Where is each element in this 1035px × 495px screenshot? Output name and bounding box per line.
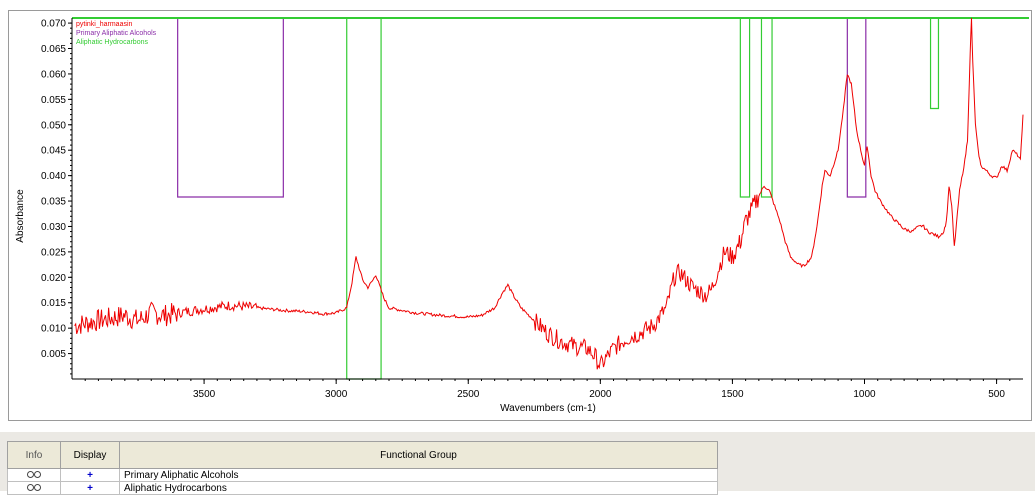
y-tick-label: 0.005 [41, 349, 66, 360]
y-tick-label: 0.070 [41, 19, 66, 30]
y-tick-label: 0.015 [41, 298, 66, 309]
y-tick-label: 0.060 [41, 69, 66, 80]
x-axis-label: Wavenumbers (cm-1) [500, 403, 596, 414]
y-axis-label: Absorbance [15, 189, 26, 243]
y-tick-label: 0.020 [41, 273, 66, 284]
spectrum-chart[interactable]: 0.005 0.010 0.015 0.020 0.025 0.030 0.035 0.040… [9, 11, 1031, 420]
x-tick-label: 3500 [193, 389, 216, 400]
display-toggle[interactable]: + [60, 468, 120, 482]
x-tick-label: 2500 [457, 389, 480, 400]
y-tick-label: 0.035 [41, 197, 66, 208]
y-tick-label: 0.010 [41, 324, 66, 335]
functional-group-region [346, 18, 382, 380]
info-cell[interactable] [7, 481, 61, 495]
y-tick-label: 0.055 [41, 95, 66, 106]
table-row[interactable]: + Aliphatic Hydrocarbons [7, 481, 718, 495]
table-row[interactable]: + Primary Aliphatic Alcohols [7, 468, 718, 482]
legend-entry: Aliphatic Hydrocarbons [76, 39, 148, 46]
functional-group-region [760, 18, 773, 198]
chart-frame: 0.005 0.010 0.015 0.020 0.025 0.030 0.035 0.040… [8, 10, 1032, 421]
x-tick-label: 1500 [721, 389, 744, 400]
table-header-row: Info Display Functional Group [7, 441, 718, 469]
binoculars-icon[interactable] [27, 482, 41, 491]
functional-group-region [739, 18, 751, 198]
info-cell[interactable] [7, 468, 61, 482]
legend-entry: pytinki_harmaasin [76, 21, 133, 28]
functional-group-name: Primary Aliphatic Alcohols [119, 468, 718, 482]
functional-group-name: Aliphatic Hydrocarbons [119, 481, 718, 495]
functional-group-table: Info Display Functional Group + Primary … [7, 441, 718, 495]
binoculars-icon[interactable] [27, 469, 41, 478]
display-toggle[interactable]: + [60, 481, 120, 495]
spectrum-line [74, 17, 1024, 370]
functional-group-column-header[interactable]: Functional Group [119, 441, 718, 469]
x-tick-label: 500 [988, 389, 1005, 400]
y-tick-label: 0.040 [41, 171, 66, 182]
display-column-header[interactable]: Display [60, 441, 120, 469]
info-column-header[interactable]: Info [7, 441, 61, 469]
legend-entry: Primary Aliphatic Alcohols [76, 30, 157, 37]
x-tick-label: 3000 [325, 389, 348, 400]
y-tick-label: 0.050 [41, 120, 66, 131]
y-tick-label: 0.030 [41, 222, 66, 233]
functional-group-region [846, 18, 867, 198]
x-tick-label: 1000 [853, 389, 876, 400]
functional-group-region [929, 18, 940, 110]
y-tick-label: 0.025 [41, 247, 66, 258]
y-tick-label: 0.065 [41, 44, 66, 55]
x-tick-label: 2000 [589, 389, 612, 400]
functional-group-region [177, 18, 284, 198]
y-tick-label: 0.045 [41, 146, 66, 157]
